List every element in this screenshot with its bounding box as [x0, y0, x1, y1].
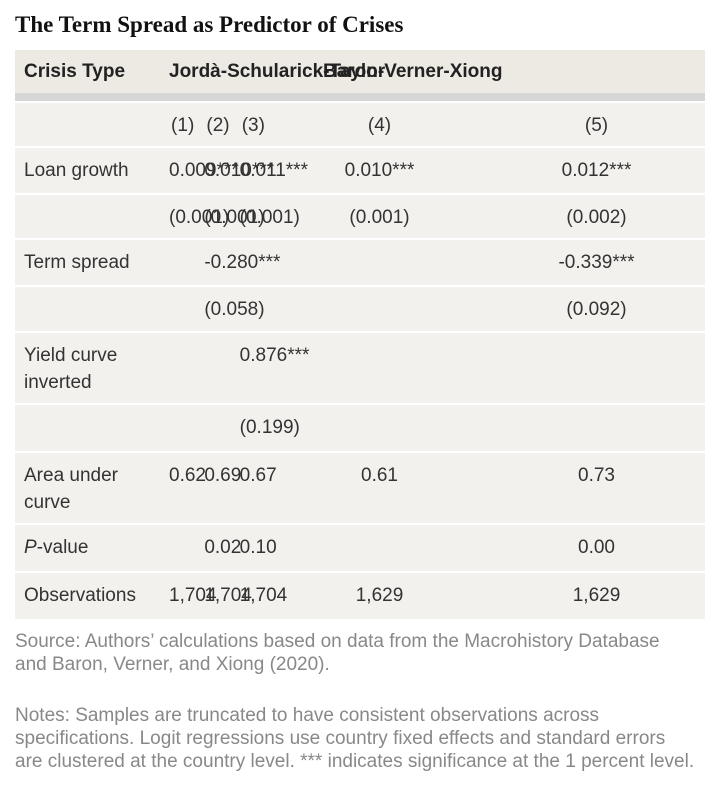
cell: 0.876*** [235, 331, 309, 404]
cell [271, 331, 488, 404]
cell: 0.010*** [200, 146, 274, 194]
column-label: (4) [271, 101, 488, 147]
header-cell: Jordà-Schularick-Taylor [165, 50, 385, 93]
cell: -0.339*** [488, 238, 705, 286]
header-cell: Baron-Verner-Xiong [271, 50, 705, 93]
header-row: Crisis TypeJordà-Schularick-TaylorBaron-… [15, 50, 705, 93]
cell: 0.67 [235, 451, 277, 524]
band-cell [15, 93, 705, 102]
row: (0.199) [15, 403, 705, 452]
row-label: P-value [15, 523, 165, 572]
row: Yield curve inverted 0.876*** [15, 331, 705, 404]
title: The Term Spread as Predictor of Crises [15, 12, 404, 37]
cell: (0.002) [488, 193, 705, 239]
cell [165, 523, 201, 572]
column-label: (2) [200, 101, 236, 147]
cell: (0.001) [271, 193, 488, 239]
row: Term spread -0.280*** -0.339*** [15, 238, 705, 286]
cell: 0.011*** [235, 146, 308, 194]
cell: (0.001) [235, 193, 300, 239]
cell [271, 403, 488, 452]
row-label: Yield curve inverted [15, 331, 165, 404]
row-label: Observations [15, 571, 165, 619]
row-label [15, 285, 165, 332]
notes: Notes: Samples are truncated to have con… [15, 705, 695, 772]
cell: 0.012*** [488, 146, 705, 194]
row-label [15, 403, 165, 452]
band [15, 93, 705, 102]
cell: 1,704 [165, 571, 217, 619]
cell [488, 331, 705, 404]
cell: 0.02 [200, 523, 241, 572]
cell: 1,704 [235, 571, 287, 619]
source: Source: Authors’ calculations based on d… [15, 631, 660, 675]
cell: 0.62 [165, 451, 206, 524]
cell [200, 403, 236, 452]
cell: (0.092) [488, 285, 705, 332]
cell [235, 285, 271, 332]
column-label: (5) [488, 101, 705, 147]
cell: 0.10 [235, 523, 277, 572]
cell [165, 403, 201, 452]
header-cell: Crisis Type [15, 50, 165, 93]
cell [271, 238, 488, 286]
cell [271, 285, 488, 332]
cell [165, 238, 201, 286]
cell [488, 403, 705, 452]
cell: (0.199) [235, 403, 300, 452]
table-wrap: Crisis TypeJordà-Schularick-TaylorBaron-… [15, 50, 705, 619]
cell: 1,704 [200, 571, 252, 619]
cell: (0.058) [200, 285, 265, 332]
cell: 0.009*** [165, 146, 239, 194]
cell: (0.001) [165, 193, 229, 239]
cell [165, 331, 201, 404]
cell: 0.69 [200, 451, 241, 524]
cell [271, 523, 488, 572]
row: Area under curve 0.62 0.69 0.67 0.61 0.73 [15, 451, 705, 524]
row-label: Loan growth [15, 146, 165, 194]
cell: -0.280*** [200, 238, 280, 286]
column-label: (3) [235, 101, 271, 147]
cell [15, 101, 165, 147]
column-row: (1) (2) (3) (4) (5) [15, 101, 705, 147]
column-label: (1) [165, 101, 201, 147]
cell: 1,629 [488, 571, 705, 619]
row: Loan growth0.009***0.010***0.011***0.010… [15, 146, 705, 194]
cell [200, 331, 236, 404]
cell [235, 238, 271, 286]
row: (0.001) (0.001) (0.001) (0.001) (0.002) [15, 193, 705, 239]
row-label: Term spread [15, 238, 165, 286]
row-label [15, 193, 165, 239]
cell: 0.73 [488, 451, 705, 524]
cell [165, 285, 201, 332]
table: Crisis TypeJordà-Schularick-TaylorBaron-… [15, 50, 705, 619]
cell: 0.010*** [271, 146, 488, 194]
cell: (0.001) [200, 193, 265, 239]
row-label: Area under curve [15, 451, 165, 524]
row: Observations 1,704 1,704 1,704 1,629 1,629 [15, 571, 705, 619]
cell: 0.00 [488, 523, 705, 572]
cell: 1,629 [271, 571, 488, 619]
row: (0.058) (0.092) [15, 285, 705, 332]
row: P-value 0.02 0.10 0.00 [15, 523, 705, 572]
cell: 0.61 [271, 451, 488, 524]
